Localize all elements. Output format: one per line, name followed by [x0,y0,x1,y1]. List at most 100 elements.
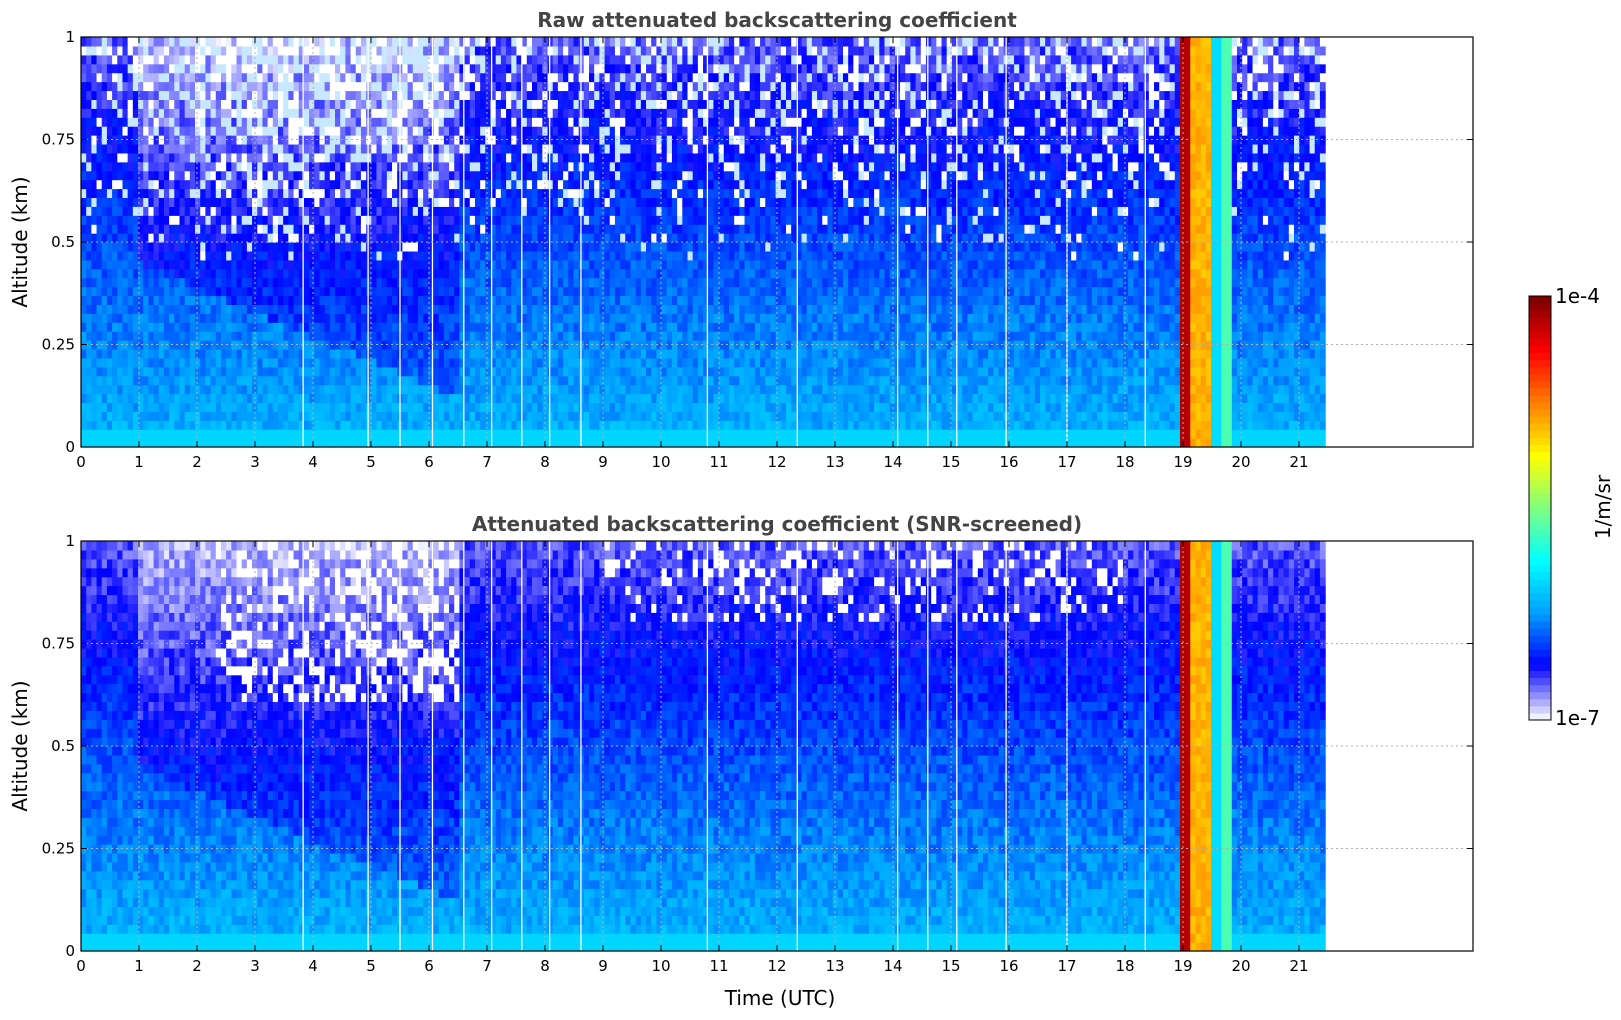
heatmap-cell [345,224,352,234]
heatmap-cell [262,233,269,243]
heatmap-cell [552,170,559,181]
heatmap-cell [433,63,440,74]
heatmap-cell [143,357,149,368]
heatmap-cell [599,348,606,359]
heatmap-cell [329,126,336,136]
heatmap-cell [288,90,295,100]
heatmap-cell [257,54,264,65]
heatmap-cell [189,295,196,305]
heatmap-cell [366,54,372,65]
heatmap-cell [236,108,243,118]
heatmap-cell [195,72,201,83]
heatmap-cell [381,340,388,350]
heatmap-cell [210,161,217,172]
heatmap-cell [386,250,393,261]
heatmap-cell [594,250,600,261]
heatmap-cell [604,268,611,279]
heatmap-cell [614,331,621,341]
heatmap-cell [96,99,103,109]
heatmap-cell [526,420,533,430]
heatmap-cell [449,233,455,243]
heatmap-cell [521,295,528,305]
heatmap-cell [215,54,222,65]
heatmap-cell [246,438,253,448]
heatmap-cell [423,72,429,83]
heatmap-cell [163,259,170,270]
heatmap-cell [106,242,113,252]
heatmap-cell [506,197,512,207]
heatmap-cell [319,393,326,404]
heatmap-cell [407,286,414,297]
heatmap-cell [106,152,113,163]
heatmap-cell [568,331,575,341]
heatmap-cell [604,250,611,261]
heatmap-cell [101,438,108,448]
heatmap-cell [423,286,429,297]
heatmap-cell [557,81,564,92]
heatmap-cell [609,375,616,386]
heatmap-cell [220,259,227,270]
heatmap-cell [117,224,124,234]
heatmap-cell [340,384,346,395]
heatmap-cell [241,117,248,127]
heatmap-cell [272,268,279,279]
heatmap-cell [495,268,502,279]
heatmap-cell [625,126,632,136]
heatmap-cell [355,384,362,395]
heatmap-cell [557,72,564,83]
heatmap-cell [568,179,575,190]
heatmap-cell [589,438,595,448]
heatmap-cell [236,313,243,323]
heatmap-cell [490,429,497,439]
heatmap-cell [324,375,331,386]
heatmap-cell [511,197,518,207]
heatmap-cell [412,37,419,47]
heatmap-cell [573,420,580,430]
heatmap-cell [392,170,398,181]
heatmap-cell [262,268,269,279]
heatmap-cell [490,348,497,359]
heatmap-cell [215,81,222,92]
heatmap-cell [262,438,269,448]
heatmap-cell [283,161,289,172]
heatmap-cell [454,277,461,288]
heatmap-cell [573,197,580,207]
heatmap-cell [262,152,269,163]
heatmap-cell [557,438,564,448]
heatmap-cell [443,170,450,181]
heatmap-cell [153,170,160,181]
heatmap-cell [86,54,92,65]
heatmap-cell [500,322,507,332]
heatmap-cell [138,277,144,288]
heatmap-cell [542,331,549,341]
heatmap-cell [86,99,92,109]
heatmap-cell [417,375,424,386]
heatmap-cell [210,420,217,430]
heatmap-cell [454,233,461,243]
heatmap-cell [392,117,398,127]
heatmap-cell [189,233,196,243]
heatmap-cell [423,313,429,323]
heatmap-cell [557,295,564,305]
heatmap-cell [614,286,621,297]
heatmap-cell [625,37,632,47]
heatmap-cell [516,152,523,163]
heatmap-cell [589,259,595,270]
heatmap-cell [583,197,590,207]
heatmap-cell [490,206,497,216]
heatmap-cell [511,63,518,74]
heatmap-cell [153,348,160,359]
heatmap-cell [599,322,606,332]
heatmap-cell [563,152,569,163]
heatmap-cell [293,63,300,74]
heatmap-cell [324,313,331,323]
heatmap-cell [340,108,346,118]
heatmap-cell [412,143,419,154]
heatmap-cell [215,348,222,359]
heatmap-cell [319,224,326,234]
heatmap-cell [433,215,440,225]
heatmap-cell [81,215,87,225]
heatmap-cell [620,393,626,404]
heatmap-cell [640,304,647,314]
heatmap-cell [112,313,118,323]
